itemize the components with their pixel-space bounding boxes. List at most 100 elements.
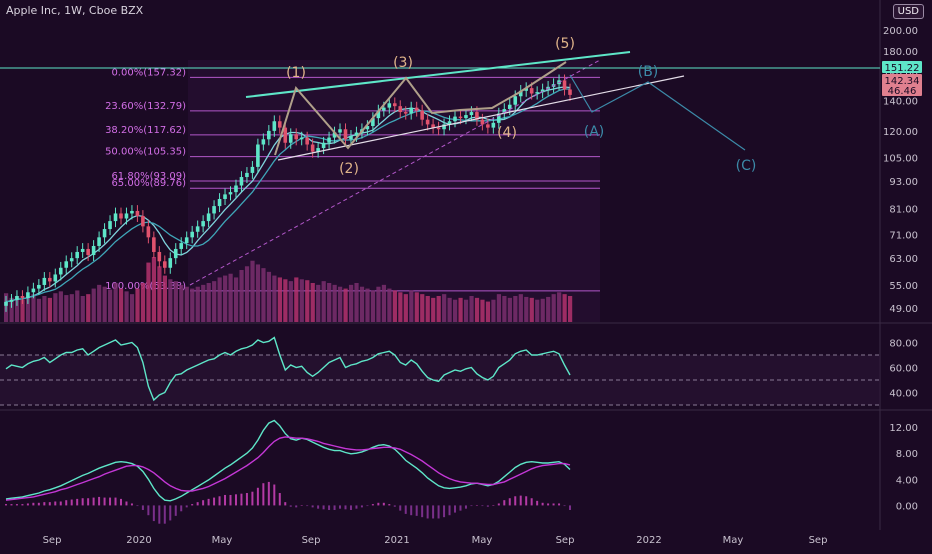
volume-bar [453,299,458,322]
volume-bar [113,283,118,322]
macd-histogram-bar [459,505,462,511]
volume-bar [343,288,348,322]
volume-bar [458,297,463,322]
candle-body [288,134,293,143]
macd-histogram-bar [256,487,259,506]
volume-bar [129,294,135,322]
candle-body [491,122,496,128]
volume-bar [387,288,392,322]
candle-body [398,106,403,113]
candle-body [48,277,52,282]
candle-body [305,137,309,145]
macd-histogram-bar [300,505,303,506]
time-tick-label: Sep [556,535,575,546]
candle-body [453,116,457,122]
price-tick-label: 63.00 [889,254,918,265]
volume-bar [474,297,480,322]
macd-histogram-bar [218,496,221,506]
candle-body [497,113,501,123]
volume-bar [381,284,387,322]
macd-histogram-bar [158,505,161,524]
candle-body [190,231,194,238]
candle-body [299,137,304,140]
candle-body [234,185,238,193]
volume-bar [518,294,523,322]
macd-histogram-bar [169,505,172,521]
macd-histogram-bar [180,505,183,512]
candle-body [228,192,233,195]
candle-body [409,107,414,114]
macd-histogram-bar [415,505,418,516]
macd-histogram-bar [426,505,429,519]
candle-body [179,243,184,249]
candle-body [15,296,19,300]
macd-histogram-bar [251,491,254,506]
volume-bar [146,262,151,322]
volume-bar [491,299,496,322]
volume-bar [502,296,507,322]
volume-bar [392,290,397,322]
volume-bar [69,294,74,322]
macd-histogram-bar [317,505,320,509]
macd-histogram-bar [328,505,331,510]
wave-label: (2) [339,161,359,177]
volume-bar [507,297,512,322]
candle-body [365,126,370,130]
volume-bar [244,266,250,322]
candle-body [261,139,266,145]
volume-bar [36,298,42,322]
candle-body [513,96,518,105]
candle-body [524,88,528,91]
candle-body [535,92,539,94]
macd-histogram-bar [339,505,342,509]
candle-body [64,261,69,268]
volume-bar [157,266,162,322]
volume-bar [485,301,491,322]
candle-body [58,267,63,275]
volume-bar [233,277,239,322]
volume-bar [135,288,140,322]
fib-level-label: 38.20%(117.62) [105,125,186,136]
candle-body [157,251,162,262]
macd-histogram-bar [21,504,24,506]
price-tick-label: 49.00 [889,304,918,315]
candle-body [431,124,435,128]
time-tick-label: 2020 [126,535,151,546]
macd-histogram-bar [240,493,243,506]
macd-histogram-bar [448,505,451,516]
macd-histogram-bar [514,496,517,506]
candle-body [310,144,315,152]
macd-histogram-bar [76,498,79,506]
macd-histogram-bar [421,505,424,518]
volume-bar [327,283,332,322]
currency-badge[interactable]: USD [892,4,924,19]
macd-histogram-bar [278,493,281,506]
macd-tick-label: 12.00 [889,423,918,434]
volume-bar [179,284,184,322]
volume-bar [463,299,469,322]
candle-body [53,274,58,282]
macd-histogram-bar [404,505,407,514]
volume-bar [217,277,222,322]
candle-body [529,88,534,94]
macd-histogram-bar [147,505,150,516]
macd-histogram-bar [92,497,95,506]
candle-body [475,112,479,120]
volume-bar [436,296,441,322]
volume-bar [266,271,272,322]
volume-bar [108,289,113,322]
volume-bar [305,280,310,322]
price-tick-label: 71.00 [889,231,918,242]
candle-body [195,226,200,232]
volume-bar [223,275,228,322]
macd-histogram-bar [443,505,446,518]
macd-histogram-bar [366,505,369,507]
candle-body [568,89,572,95]
volume-bar [31,294,36,322]
price-tick-label: 140.00 [883,96,918,107]
candle-body [343,129,348,140]
macd-histogram-bar [152,505,155,522]
candle-body [420,110,424,120]
